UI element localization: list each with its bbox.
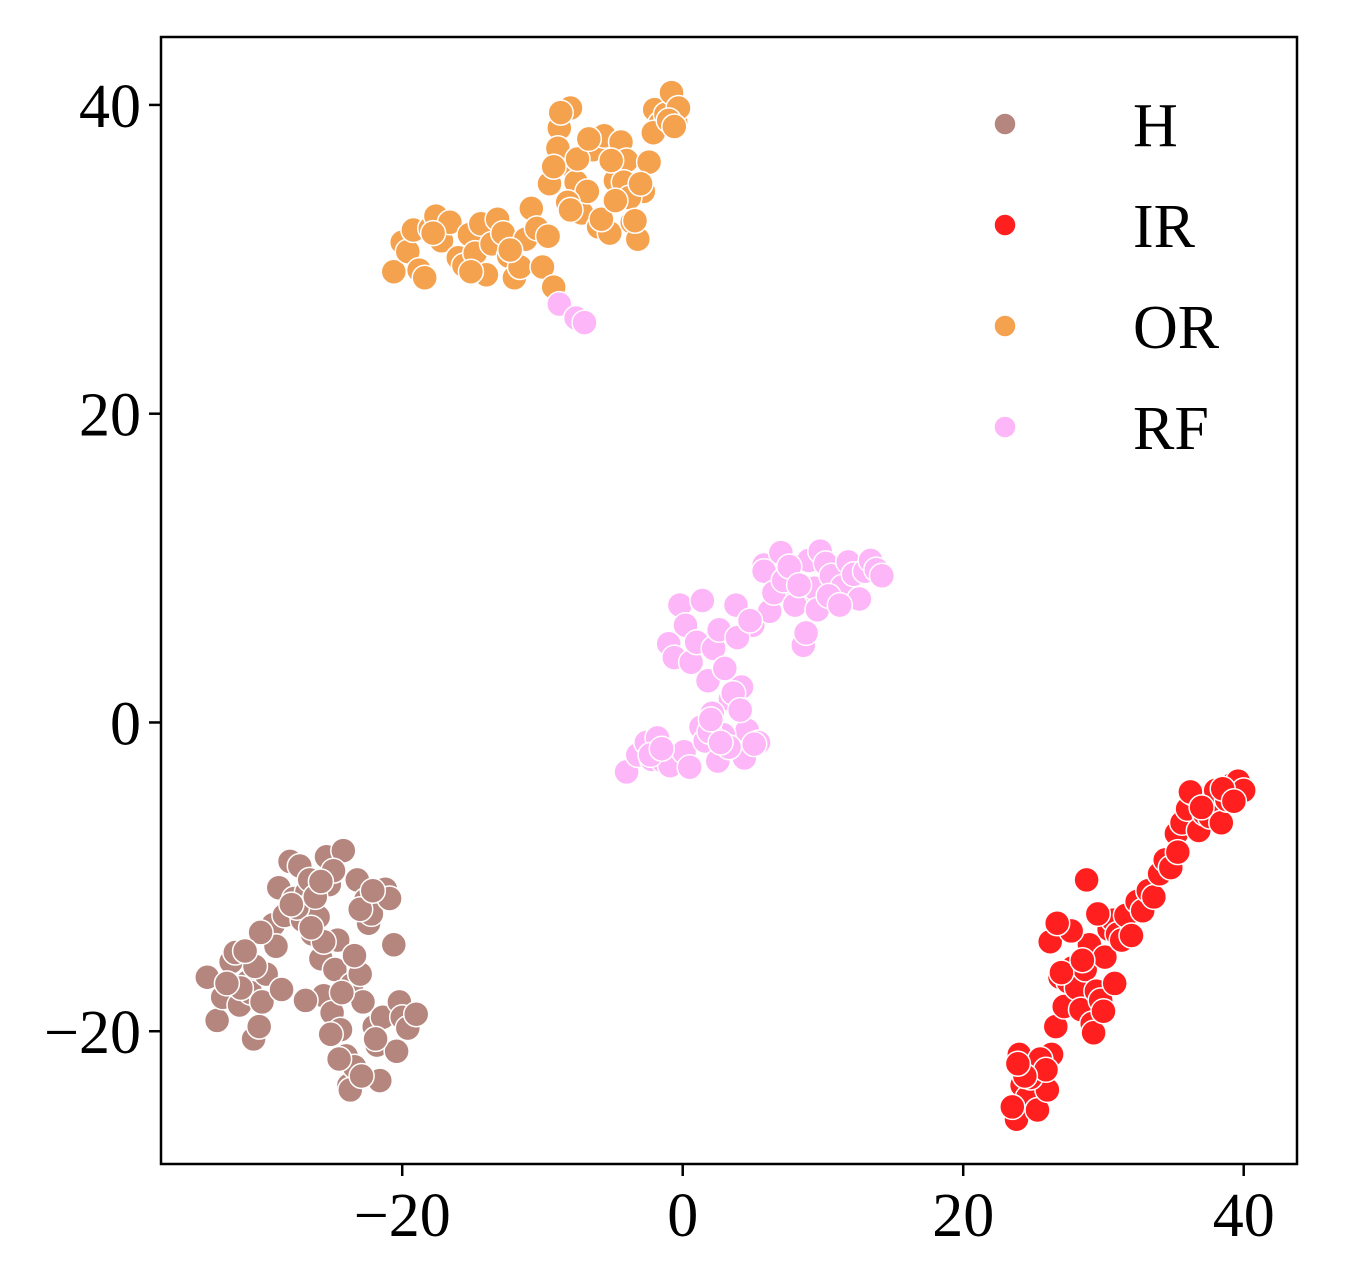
y-tick-label: 40 [79,73,141,141]
point-rf [648,735,675,762]
x-tick-label: 20 [932,1182,994,1250]
point-or [597,147,625,174]
legend-marker-rf [993,415,1017,439]
point-or [534,222,562,250]
point-h [231,937,259,965]
point-rf [785,571,813,599]
y-tick-label: 0 [110,690,141,758]
point-rf [711,655,739,682]
point-or [661,113,688,140]
point-rf [736,607,764,634]
point-h [317,1021,344,1048]
point-ir [1188,794,1215,821]
point-h [328,979,356,1006]
point-or [529,253,556,281]
x-axis: −20 0 20 40 [354,1164,1275,1250]
y-axis: −20 0 20 40 [44,73,161,1067]
point-h [380,931,408,959]
point-h [247,919,274,946]
point-h [245,1013,273,1040]
point-ir [1069,946,1096,974]
point-h [278,891,305,918]
point-h [213,970,241,997]
point-h [383,1038,410,1065]
point-or [564,145,591,173]
point-ir [1073,866,1100,894]
point-ir [1090,997,1117,1025]
point-rf [571,309,598,336]
point-rf [676,753,703,781]
point-ir [1043,909,1071,937]
point-rf [726,696,754,724]
legend-marker-h [993,112,1017,136]
point-h [346,896,374,923]
point-rf [792,619,820,647]
point-ir [1118,922,1145,949]
point-or [411,264,438,292]
point-or [588,205,615,233]
point-or [557,196,584,224]
point-rf [689,587,716,614]
point-rf [740,730,768,758]
point-or [575,125,603,153]
point-rf [707,729,734,756]
legend-marker-or [993,314,1017,338]
legend-marker-ir [993,213,1017,237]
point-h [297,914,325,942]
x-tick-label: 0 [667,1182,698,1250]
point-or [621,207,649,234]
point-or [457,258,485,285]
point-h [362,1025,389,1053]
point-ir [1164,838,1192,866]
point-h [203,1007,231,1034]
point-ir [1101,970,1128,997]
point-or [602,187,629,214]
legend-label-ir: IR [1133,193,1196,261]
point-or [627,170,654,197]
point-ir [1080,1019,1107,1047]
point-rf [868,562,896,590]
y-tick-label: −20 [44,999,141,1067]
y-tick-label: 20 [79,382,141,450]
legend-label-h: H [1133,92,1178,160]
point-rf [826,591,854,619]
point-h [325,1045,353,1073]
points-layer [194,79,1257,1133]
point-h [307,868,335,895]
point-h [268,976,295,1003]
point-rf [697,706,725,733]
point-ir [1220,787,1248,815]
legend-label-rf: RF [1133,395,1209,463]
point-or [496,236,524,264]
point-ir [1004,1050,1032,1077]
plot-frame [159,35,1299,1166]
point-ir [1048,959,1075,986]
point-h [341,942,368,969]
point-h [248,988,276,1016]
point-or [547,99,574,126]
x-tick-label: 40 [1213,1182,1275,1250]
legend: H IR OR RF [993,92,1220,463]
point-h [292,987,319,1014]
legend-label-or: OR [1133,294,1220,362]
point-ir [1140,883,1168,911]
point-h [348,1062,375,1090]
point-ir [999,1093,1026,1121]
point-ir [1084,900,1112,928]
point-h [402,1000,430,1028]
x-tick-label: −20 [354,1182,451,1250]
point-h [359,877,387,904]
point-or [540,153,567,180]
point-or [419,219,447,247]
